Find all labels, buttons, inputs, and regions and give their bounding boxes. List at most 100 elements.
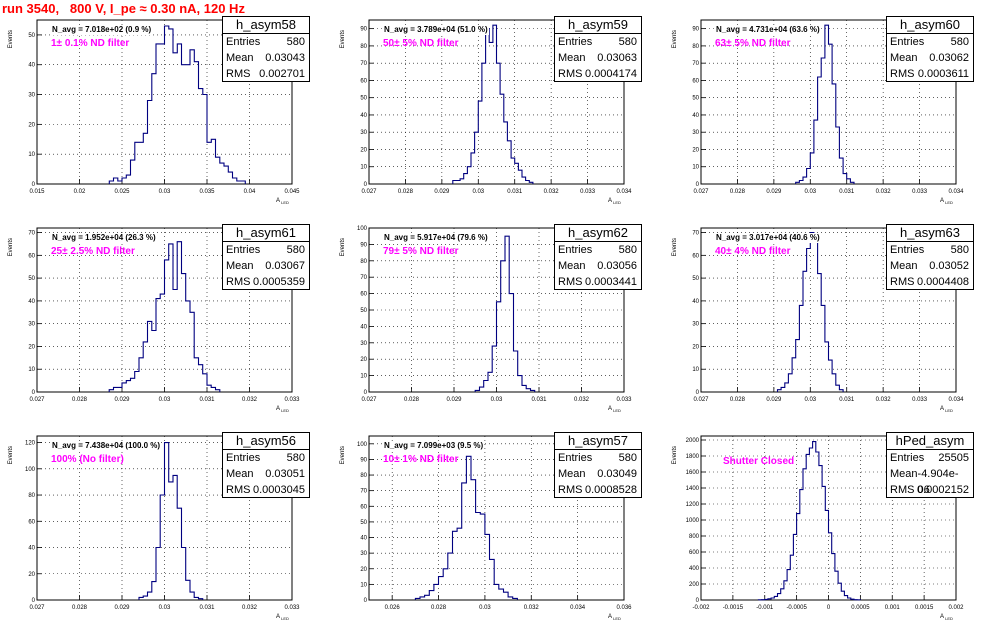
x-tick-label: 0.029 bbox=[114, 397, 130, 403]
x-tick-label: 0.031 bbox=[531, 397, 547, 403]
y-tick-label: 80 bbox=[692, 44, 699, 50]
y-tick-label: 50 bbox=[692, 276, 699, 282]
histogram-series bbox=[138, 442, 204, 600]
x-tick-label: 0.027 bbox=[29, 605, 45, 611]
y-axis-label: Events bbox=[8, 30, 14, 48]
page-title: run 3540, 800 V, I_pe ≈ 0.30 nA, 120 Hz bbox=[2, 1, 245, 16]
x-tick-label: 0.034 bbox=[948, 189, 964, 195]
stats-label: RMS bbox=[558, 484, 583, 496]
x-tick-label: 0.0015 bbox=[915, 605, 934, 611]
stats-mean: Mean 0.03063 bbox=[555, 50, 641, 66]
x-tick-label: -0.0015 bbox=[723, 605, 744, 611]
y-tick-label: 40 bbox=[360, 324, 367, 330]
x-axis-label: A LED bbox=[608, 614, 621, 621]
stats-box: h_asym56 Entries 580 Mean 0.03051 RMS 0.000304… bbox=[222, 432, 310, 498]
x-tick-label: 0.032 bbox=[242, 397, 258, 403]
x-axis-label-main: A bbox=[276, 614, 280, 620]
stats-rms: RMS 0.0008528 bbox=[555, 482, 641, 498]
stats-value: 0.0005359 bbox=[253, 276, 305, 288]
x-tick-label: 0.033 bbox=[284, 605, 300, 611]
stats-value: 0.0003611 bbox=[917, 68, 969, 80]
x-tick-label: 0.032 bbox=[524, 605, 540, 611]
x-tick-label: -0.0005 bbox=[786, 605, 807, 611]
y-axis-label: Events bbox=[8, 446, 14, 464]
y-tick-label: 20 bbox=[28, 344, 35, 350]
y-tick-label: 70 bbox=[360, 489, 367, 495]
x-axis-label: A LED bbox=[276, 198, 289, 205]
y-tick-label: 20 bbox=[28, 122, 35, 128]
histogram-panel: -0.002 -0.0015 -0.001 -0.0005 0 0.0005 0.001 0.… bbox=[664, 430, 996, 637]
x-axis-label: A LED bbox=[276, 614, 289, 621]
x-axis-label-main: A bbox=[940, 614, 944, 620]
x-tick-label: 0.025 bbox=[114, 189, 130, 195]
y-tick-label: 0 bbox=[364, 182, 368, 188]
x-tick-label: 0.028 bbox=[72, 605, 88, 611]
stats-value: 0.03043 bbox=[265, 52, 305, 64]
histogram-panel: 0.027 0.028 0.029 0.03 0.031 0.032 0.033 0.034 0… bbox=[664, 14, 996, 221]
histogram-plot: -0.002 -0.0015 -0.001 -0.0005 0 0.0005 0.001 0.… bbox=[672, 435, 964, 621]
stats-value: 0.03063 bbox=[597, 52, 637, 64]
x-axis-label-main: A bbox=[276, 198, 280, 204]
x-tick-label: 0.015 bbox=[29, 189, 45, 195]
stats-value: 0.03052 bbox=[929, 260, 969, 272]
stats-entries: Entries 580 bbox=[555, 242, 641, 258]
y-axis-label: Events bbox=[672, 446, 678, 464]
stats-value: 580 bbox=[950, 36, 969, 48]
x-tick-label: 0.001 bbox=[885, 605, 901, 611]
x-axis-label: A LED bbox=[940, 198, 953, 205]
y-tick-label: 0 bbox=[696, 390, 700, 396]
y-tick-label: 800 bbox=[689, 534, 700, 540]
x-axis-label: A LED bbox=[608, 198, 621, 205]
x-axis-label-main: A bbox=[608, 614, 612, 620]
y-tick-label: 30 bbox=[28, 93, 35, 99]
y-tick-label: 10 bbox=[692, 367, 699, 373]
y-axis-label: Events bbox=[340, 30, 346, 48]
x-tick-label: 0.031 bbox=[839, 397, 855, 403]
x-axis-label: A LED bbox=[276, 406, 289, 413]
histogram-name: h_asym56 bbox=[223, 433, 309, 450]
x-tick-label: 0.027 bbox=[693, 189, 709, 195]
x-tick-label: 0.03 bbox=[804, 189, 816, 195]
x-axis-label-main: A bbox=[940, 198, 944, 204]
y-tick-label: 60 bbox=[28, 253, 35, 259]
stats-value: 0.03067 bbox=[265, 260, 305, 272]
x-tick-label: 0.031 bbox=[839, 189, 855, 195]
stats-mean: Mean 0.03056 bbox=[555, 258, 641, 274]
x-axis-label-main: A bbox=[608, 198, 612, 204]
y-tick-label: 90 bbox=[692, 27, 699, 33]
stats-value: 0.0002152 bbox=[917, 484, 969, 496]
stats-rms: RMS 0.0004408 bbox=[887, 274, 973, 290]
x-tick-label: 0.032 bbox=[544, 189, 560, 195]
stats-label: Mean bbox=[226, 468, 254, 480]
y-tick-label: 50 bbox=[360, 96, 367, 102]
y-tick-label: 2000 bbox=[686, 438, 700, 444]
y-tick-label: 1800 bbox=[686, 454, 700, 460]
stats-box: h_asym59 Entries 580 Mean 0.03063 RMS 0.000417… bbox=[554, 16, 642, 82]
stats-rms: RMS 0.0002152 bbox=[887, 482, 973, 498]
y-axis-label: Events bbox=[340, 238, 346, 256]
y-tick-label: 70 bbox=[360, 275, 367, 281]
x-tick-label: 0.029 bbox=[434, 189, 450, 195]
filter-annotation: 50± 5% ND filter bbox=[383, 38, 459, 49]
histogram-series bbox=[452, 24, 534, 184]
y-tick-label: 70 bbox=[360, 61, 367, 67]
histogram-name: h_asym59 bbox=[555, 17, 641, 34]
stats-value: 0.03056 bbox=[597, 260, 637, 272]
y-tick-label: 10 bbox=[360, 374, 367, 380]
y-tick-label: 40 bbox=[692, 299, 699, 305]
y-tick-label: 20 bbox=[360, 147, 367, 153]
y-tick-label: 40 bbox=[28, 546, 35, 552]
x-tick-label: 0.031 bbox=[199, 397, 215, 403]
x-tick-label: 0.034 bbox=[948, 397, 964, 403]
stats-label: Mean bbox=[558, 260, 586, 272]
stats-value: -4.904e-06 bbox=[917, 468, 959, 496]
y-axis-label: Events bbox=[340, 446, 346, 464]
x-tick-label: 0.027 bbox=[29, 397, 45, 403]
stats-value: 580 bbox=[618, 36, 637, 48]
stats-label: RMS bbox=[558, 68, 583, 80]
y-tick-label: 100 bbox=[25, 467, 36, 473]
navg-annotation: N_avg = 4.731e+04 (63.6 %) bbox=[715, 25, 821, 35]
y-tick-label: 80 bbox=[28, 493, 35, 499]
stats-value: 580 bbox=[950, 244, 969, 256]
histogram-name: h_asym57 bbox=[555, 433, 641, 450]
